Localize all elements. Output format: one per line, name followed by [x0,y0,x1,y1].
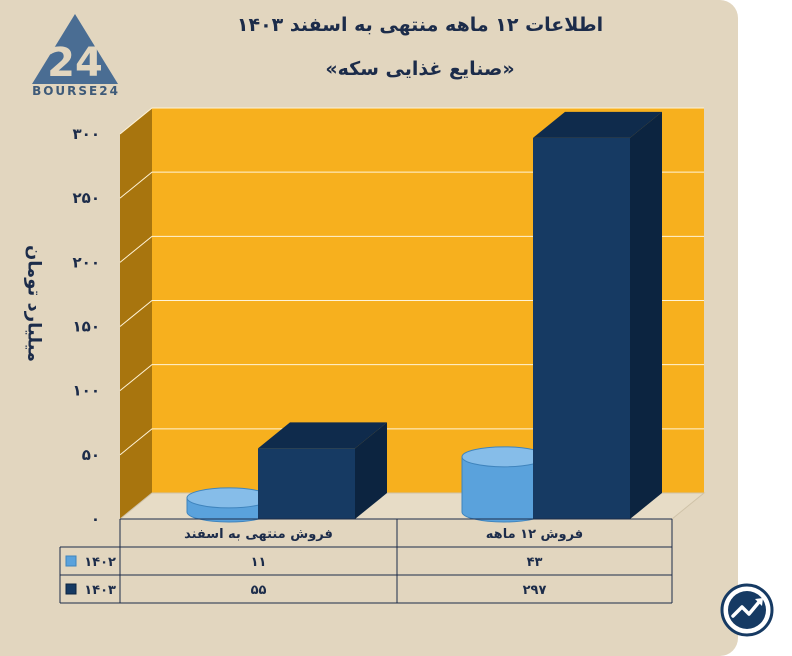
legend-swatch [65,583,77,595]
legend-label: ۱۴۰۳ [84,583,116,598]
bar-1403 [533,137,630,519]
legend-swatch [65,555,77,567]
gridline [119,428,704,456]
y-tick-label: ۱۰۰ [73,382,100,400]
data-label: ۱۱ [251,555,267,570]
svg-text:24: 24 [47,40,103,86]
category-label: فروش منتهی به اسفند [184,527,333,542]
y-tick-label: ۲۰۰ [73,253,100,271]
bar-1403-side [355,422,387,519]
gridline [119,171,704,199]
y-tick-label: ۱۵۰ [73,318,100,336]
bar-1403-top [533,111,662,138]
gridline [119,107,704,135]
category-label: فروش ۱۲ ماهه [486,527,583,542]
y-tick-label: ۵۰ [82,446,100,464]
bourse24-logo: 24 [32,14,118,86]
bar-1403-top [258,422,387,449]
chart-subtitle: «صنایع غذایی سکه» [325,58,515,80]
data-label: ۲۹۷ [523,583,547,598]
bar-1403 [258,448,355,519]
y-tick-label: ۲۵۰ [73,189,100,207]
gridline [119,235,704,263]
bar-1403-side [630,111,662,519]
chart-title: اطلاعات ۱۲ ماهه منتهی به اسفند ۱۴۰۳ [236,14,604,36]
trend-logo-icon [720,583,774,637]
gridline [119,300,704,327]
data-label: ۵۵ [251,583,267,598]
y-tick-label: ۳۰۰ [73,125,100,143]
legend-label: ۱۴۰۲ [84,555,116,570]
logo-wordmark: BOURSE24 [32,84,120,98]
data-label: ۴۳ [527,555,543,570]
y-tick-label: ۰ [91,510,100,528]
gridline [119,364,704,392]
